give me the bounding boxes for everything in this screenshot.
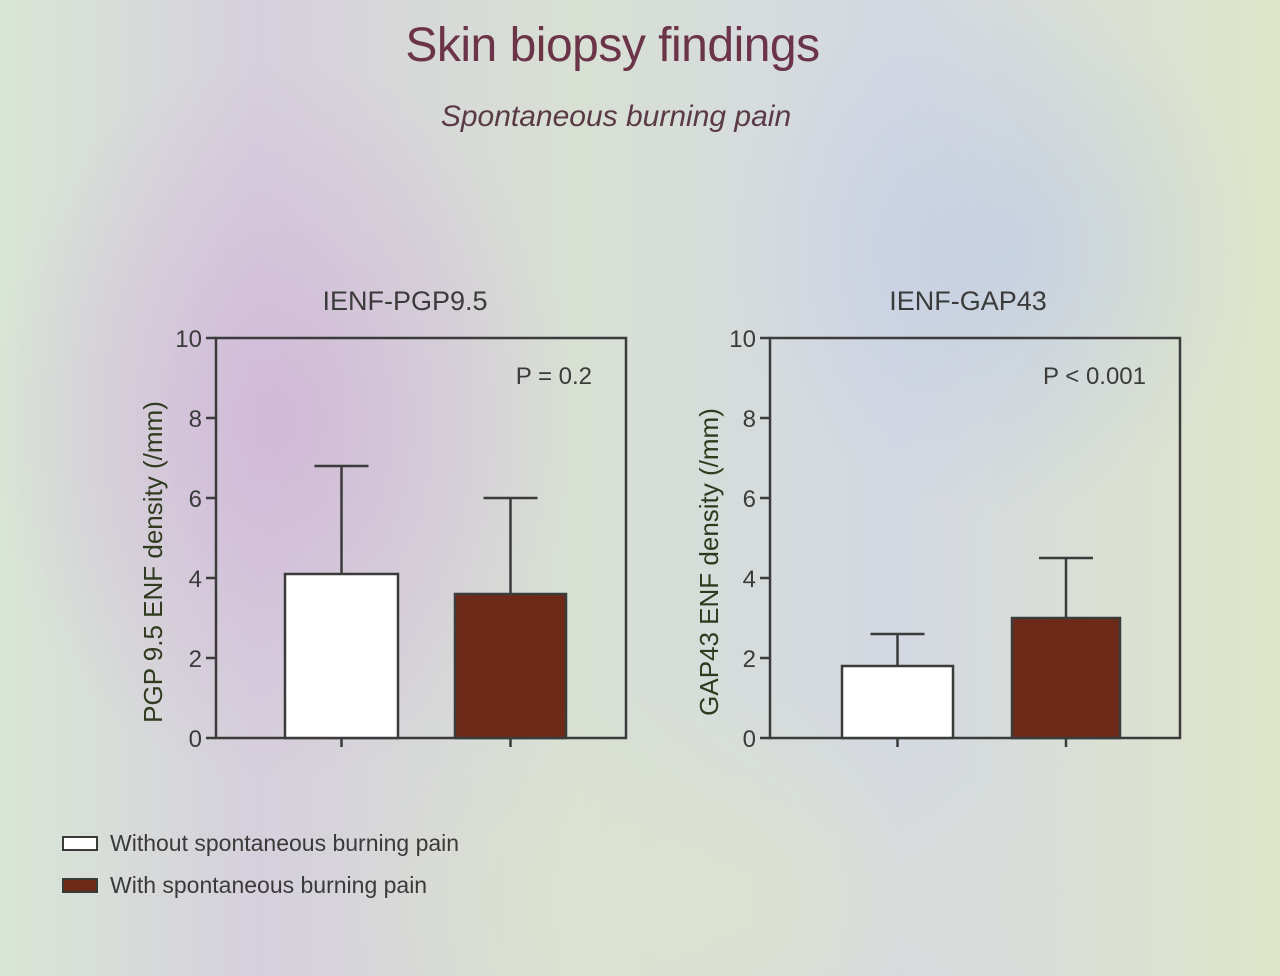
y-tick-label: 4 <box>189 566 202 593</box>
y-tick-label: 6 <box>743 486 756 513</box>
y-tick-label: 2 <box>189 646 202 673</box>
p-value-annotation: P < 0.001 <box>1043 363 1146 390</box>
legend-label-without-pain: Without spontaneous burning pain <box>110 830 460 856</box>
legend-item-with-pain: With spontaneous burning pain <box>62 872 427 899</box>
y-tick-label: 8 <box>189 406 202 433</box>
y-axis-label: PGP 9.5 ENF density (/mm) <box>138 401 168 723</box>
legend-item-without-pain: Without spontaneous burning pain <box>62 830 459 857</box>
y-tick-label: 10 <box>729 326 756 353</box>
plot-frame <box>214 336 628 740</box>
legend-swatch-white <box>62 836 98 851</box>
legend-label-with-pain: With spontaneous burning pain <box>110 872 428 898</box>
y-tick-label: 8 <box>743 406 756 433</box>
slide-subtitle: Spontaneous burning pain <box>440 100 792 133</box>
bar <box>283 572 400 740</box>
y-tick-label: 4 <box>743 566 756 593</box>
y-tick-label: 0 <box>743 726 756 753</box>
slide-title: Skin biopsy findings <box>405 19 820 72</box>
chart-title: IENF-GAP43 <box>889 286 1047 316</box>
plot-frame <box>768 336 1182 740</box>
y-tick-label: 6 <box>189 486 202 513</box>
bar <box>840 664 955 740</box>
y-tick-label: 10 <box>175 326 202 353</box>
y-tick-label: 0 <box>189 726 202 753</box>
bar <box>453 592 568 740</box>
legend-swatch-brown <box>62 878 98 893</box>
p-value-annotation: P = 0.2 <box>516 363 592 390</box>
bar <box>1010 616 1122 740</box>
y-axis-label: GAP43 ENF density (/mm) <box>694 408 724 716</box>
chart-title: IENF-PGP9.5 <box>322 286 487 316</box>
y-tick-label: 2 <box>743 646 756 673</box>
